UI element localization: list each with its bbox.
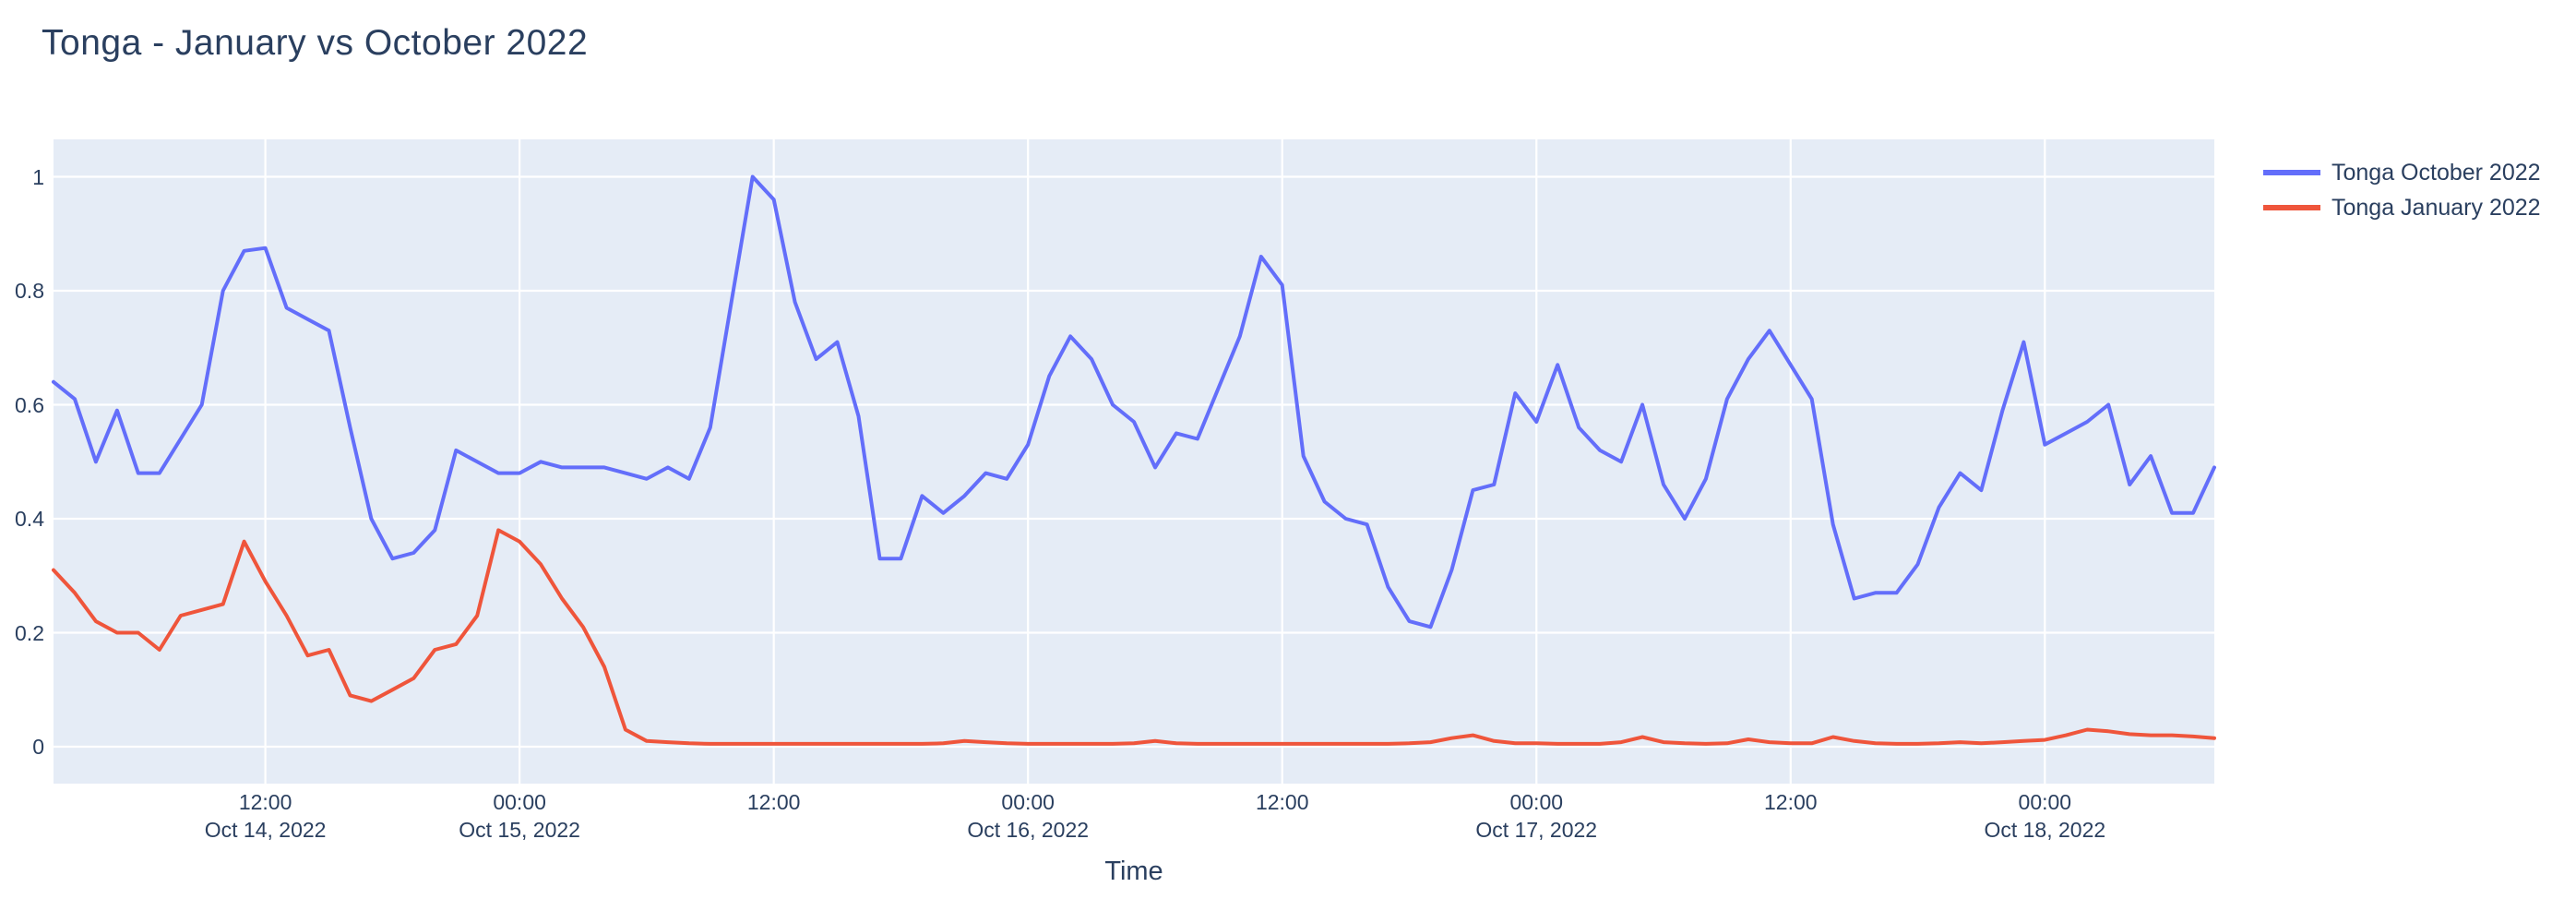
x-tick-label-date: Oct 16, 2022 <box>967 818 1090 842</box>
legend-label: Tonga October 2022 <box>2332 159 2541 186</box>
y-tick-label: 0 <box>32 735 44 759</box>
x-tick-label-date: Oct 17, 2022 <box>1475 818 1598 842</box>
series-line-october[interactable] <box>52 174 2216 629</box>
legend-entry[interactable]: Tonga January 2022 <box>2263 190 2541 225</box>
x-tick-label-time: 00:00 <box>493 790 546 814</box>
y-tick-label: 0.8 <box>15 279 44 303</box>
x-tick-label-time: 00:00 <box>1001 790 1055 814</box>
x-tick-label-date: Oct 14, 2022 <box>204 818 327 842</box>
legend-line-sample <box>2263 170 2320 175</box>
series-line-january[interactable] <box>52 528 2216 746</box>
legend-entry[interactable]: Tonga October 2022 <box>2263 155 2541 190</box>
x-tick-label-time: 12:00 <box>1255 790 1309 814</box>
x-tick-label-date: Oct 15, 2022 <box>459 818 580 842</box>
horizontal-gridlines <box>54 175 2214 749</box>
legend: Tonga October 2022 Tonga January 2022 <box>2263 155 2541 225</box>
y-tick-label: 0.4 <box>15 507 44 531</box>
legend-label: Tonga January 2022 <box>2332 194 2541 221</box>
plot-background[interactable] <box>54 139 2214 784</box>
y-tick-label: 0.6 <box>15 392 44 417</box>
x-axis-title: Time <box>1104 857 1163 886</box>
x-tick-label-date: Oct 18, 2022 <box>1984 818 2106 842</box>
y-tick-label: 0.2 <box>15 620 44 645</box>
x-tick-label-time: 00:00 <box>2018 790 2072 814</box>
y-tick-label: 1 <box>32 164 44 189</box>
x-tick-label-time: 12:00 <box>1764 790 1818 814</box>
x-tick-label-time: 00:00 <box>1509 790 1564 814</box>
chart-title: Tonga - January vs October 2022 <box>42 23 589 63</box>
legend-line-sample <box>2263 205 2320 210</box>
x-tick-label-time: 12:00 <box>238 790 292 814</box>
x-tick-label-time: 12:00 <box>746 790 801 814</box>
